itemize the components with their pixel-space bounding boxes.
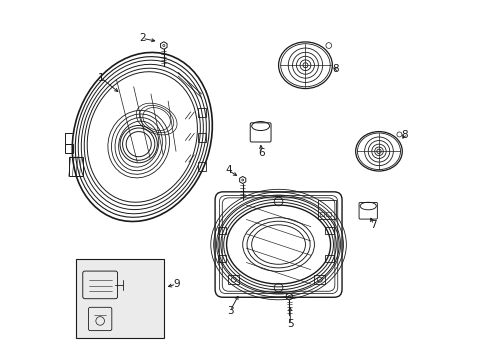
Text: 1: 1: [98, 73, 104, 83]
Bar: [198, 134, 205, 142]
Bar: [65, 144, 73, 153]
Bar: [198, 162, 205, 171]
Bar: [314, 275, 325, 284]
Text: 9: 9: [173, 279, 179, 289]
Text: 3: 3: [226, 306, 233, 316]
Bar: [76, 259, 163, 338]
Bar: [325, 255, 333, 262]
Bar: [198, 108, 205, 117]
Bar: [217, 226, 226, 234]
Text: 8: 8: [400, 130, 407, 140]
Bar: [228, 275, 239, 284]
Bar: [217, 255, 226, 262]
Text: 8: 8: [332, 64, 339, 74]
Text: 4: 4: [224, 165, 231, 175]
Bar: [319, 212, 324, 216]
Text: 6: 6: [258, 148, 264, 158]
Text: 5: 5: [286, 319, 293, 329]
Text: 7: 7: [369, 220, 376, 230]
Text: 2: 2: [139, 33, 145, 43]
Bar: [69, 157, 83, 176]
Bar: [325, 226, 333, 234]
Bar: [317, 200, 335, 220]
Bar: [325, 212, 330, 216]
